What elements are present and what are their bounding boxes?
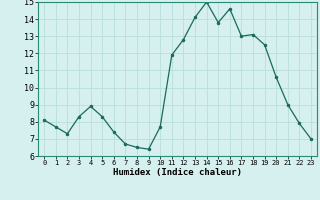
X-axis label: Humidex (Indice chaleur): Humidex (Indice chaleur): [113, 168, 242, 177]
